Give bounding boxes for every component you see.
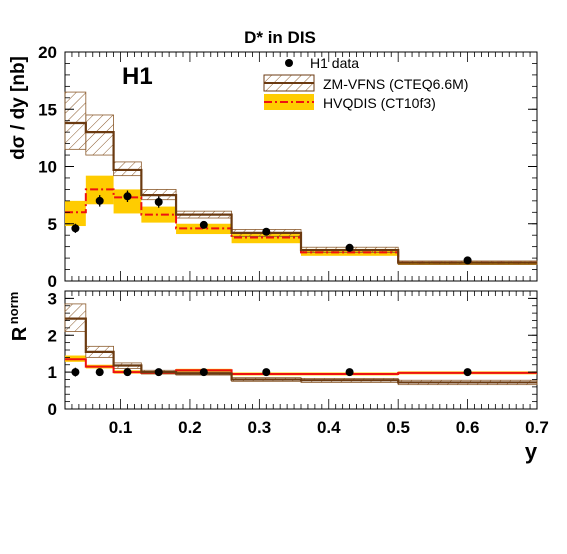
- main-zm-band: [113, 161, 142, 177]
- ratio-data-point: [345, 368, 354, 377]
- main-y-tick-label: 15: [38, 100, 57, 119]
- main-data-point: [123, 192, 132, 201]
- ratio-data-point: [199, 368, 208, 377]
- x-tick-label: 0.7: [525, 418, 549, 437]
- main-hvqdis-band: [231, 234, 301, 244]
- main-zm-band: [85, 114, 114, 156]
- ratio-plot-frame: [64, 290, 538, 410]
- main-hvqdis-band: [65, 200, 86, 227]
- legend-marker-hvqdis: [264, 94, 314, 110]
- ratio-data-point: [463, 368, 472, 377]
- x-tick-label: 0.3: [248, 418, 272, 437]
- main-data-point: [463, 256, 472, 265]
- legend-label-hvqdis: HVQDIS (CT10f3): [323, 95, 436, 111]
- legend: H1 data ZM-VFNS (CTEQ6.6M) HVQDIS (CT10f…: [263, 55, 468, 111]
- chart-title: D* in DIS: [244, 28, 316, 47]
- x-axis-label: y: [525, 439, 538, 464]
- ratio-zm-line: [65, 317, 537, 384]
- main-hvqdis-band: [141, 206, 177, 223]
- ratio-data-point: [123, 368, 132, 377]
- ratio-y-tick-label: 0: [48, 400, 57, 419]
- main-y-tick-label: 20: [38, 43, 57, 62]
- main-hvqdis-band: [176, 223, 232, 235]
- main-data-point: [345, 243, 354, 252]
- ratio-y-tick-label: 2: [48, 326, 57, 345]
- legend-label-zm: ZM-VFNS (CTEQ6.6M): [323, 76, 468, 92]
- ratio-data-point: [154, 368, 163, 377]
- main-y-tick-label: 10: [38, 158, 57, 177]
- legend-label-data: H1 data: [310, 55, 359, 71]
- x-tick-label: 0.5: [386, 418, 410, 437]
- x-tick-label: 0.6: [456, 418, 480, 437]
- main-y-tick-label: 0: [48, 272, 57, 291]
- x-tick-label: 0.1: [109, 418, 133, 437]
- legend-marker-data: [285, 59, 293, 67]
- ratio-data-point: [262, 368, 271, 377]
- ratio-panel-marks: [64, 303, 538, 386]
- ratio-y-axis-label: R norm: [6, 292, 31, 341]
- main-data-point: [199, 220, 208, 229]
- ratio-y-tick-label: 3: [48, 289, 57, 308]
- main-y-tick-label: 5: [48, 215, 57, 234]
- main-data-point: [71, 224, 80, 233]
- x-tick-label: 0.2: [178, 418, 202, 437]
- ratio-y-axis-label-superscript: norm: [6, 292, 21, 325]
- axes-ticks: 0 5 10 15 20 0 1 2 3 0.1 0.2 0.3 0.4 0.5 0.6 0.7: [38, 43, 549, 437]
- main-data-point: [95, 196, 104, 205]
- ratio-y-tick-label: 1: [48, 363, 57, 382]
- main-hvqdis-line: [65, 188, 537, 264]
- x-tick-label: 0.4: [317, 418, 341, 437]
- ratio-data-point: [71, 368, 80, 377]
- experiment-label: H1: [122, 63, 153, 90]
- main-y-axis-label: dσ / dy [nb]: [8, 56, 29, 160]
- main-data-point: [154, 197, 163, 206]
- main-data-point: [262, 227, 271, 236]
- ratio-data-point: [95, 368, 104, 377]
- main-panel-marks: [64, 91, 538, 265]
- ratio-y-axis-label-main: R: [9, 326, 31, 341]
